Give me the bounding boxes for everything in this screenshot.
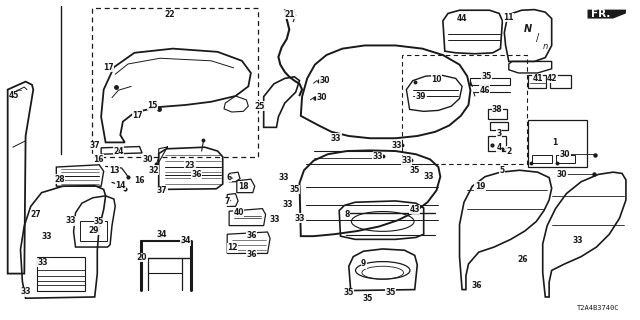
Text: 33: 33: [38, 258, 48, 267]
Bar: [470, 78, 510, 85]
Text: 35: 35: [289, 185, 300, 194]
Text: 41: 41: [532, 74, 543, 83]
Text: 25: 25: [254, 102, 264, 111]
Text: 33: 33: [294, 214, 305, 223]
Bar: [528, 75, 546, 88]
Text: 6: 6: [227, 173, 232, 182]
Text: 11: 11: [504, 13, 514, 22]
Text: 33: 33: [270, 215, 280, 224]
Text: 33: 33: [401, 156, 412, 165]
Bar: [488, 109, 507, 119]
Bar: [532, 155, 552, 163]
Text: 33: 33: [372, 152, 383, 161]
Text: FR.: FR.: [591, 9, 610, 19]
Text: 32: 32: [148, 166, 159, 175]
Text: 35: 35: [363, 294, 373, 303]
Bar: [550, 75, 571, 88]
Text: 12: 12: [227, 244, 237, 252]
Bar: [92, 8, 258, 157]
Bar: [556, 155, 575, 163]
Text: n: n: [543, 42, 548, 51]
Text: 35: 35: [94, 217, 104, 226]
Text: 36: 36: [191, 170, 202, 179]
Text: 16: 16: [93, 155, 103, 164]
Text: 37: 37: [157, 186, 167, 195]
Text: 29: 29: [89, 226, 99, 235]
Text: 30: 30: [317, 93, 327, 102]
Text: 5: 5: [500, 166, 505, 175]
Text: 30: 30: [557, 170, 567, 179]
Text: 18: 18: [238, 182, 248, 191]
Text: 44: 44: [457, 14, 467, 23]
Text: 35: 35: [481, 72, 492, 81]
Text: 33: 33: [278, 173, 289, 182]
Bar: [402, 55, 527, 164]
Text: 33: 33: [65, 216, 76, 225]
Text: 26: 26: [518, 255, 528, 264]
Text: 17: 17: [104, 63, 114, 72]
Text: 33: 33: [42, 232, 52, 241]
Text: 43: 43: [410, 205, 420, 214]
Text: 28: 28: [54, 175, 65, 184]
Text: 39: 39: [416, 92, 426, 101]
Text: 1: 1: [552, 138, 557, 147]
Bar: [490, 122, 508, 130]
Text: 16: 16: [134, 176, 145, 185]
Text: 21: 21: [285, 10, 295, 19]
Text: 38: 38: [492, 105, 502, 114]
Text: 23: 23: [185, 161, 195, 170]
Text: 46: 46: [479, 86, 490, 95]
Text: 15: 15: [147, 101, 157, 110]
Text: 34: 34: [180, 236, 191, 245]
Text: 33: 33: [283, 200, 293, 209]
Text: 33: 33: [20, 287, 31, 296]
Text: 2: 2: [506, 147, 511, 156]
Text: 30: 30: [560, 150, 570, 159]
Text: 37: 37: [90, 141, 100, 150]
Bar: [80, 221, 107, 241]
Text: 34: 34: [157, 230, 167, 239]
Text: 40: 40: [234, 208, 244, 217]
Text: 8: 8: [344, 210, 349, 219]
Bar: [488, 136, 506, 151]
Text: 30: 30: [143, 156, 153, 164]
Text: 33: 33: [424, 172, 434, 181]
Text: 20: 20: [137, 253, 147, 262]
Text: 36: 36: [246, 250, 257, 259]
Text: 30: 30: [320, 76, 330, 85]
Text: 36: 36: [472, 281, 482, 290]
Text: 13: 13: [109, 166, 119, 175]
Text: T2A4B3740C: T2A4B3740C: [577, 305, 620, 311]
Text: 42: 42: [547, 74, 557, 83]
Text: N: N: [524, 24, 532, 35]
Text: 45: 45: [9, 92, 19, 100]
Text: 33: 33: [572, 236, 582, 245]
Text: 4: 4: [497, 143, 502, 152]
Text: 9: 9: [361, 260, 366, 268]
Text: 10: 10: [431, 75, 442, 84]
Text: 36: 36: [246, 231, 257, 240]
Text: 35: 35: [344, 288, 354, 297]
Bar: [37, 257, 85, 291]
Text: 27: 27: [30, 210, 40, 219]
Text: 24: 24: [113, 147, 124, 156]
Bar: [528, 120, 587, 167]
Text: /: /: [536, 33, 540, 44]
Text: 19: 19: [475, 182, 485, 191]
Polygon shape: [588, 10, 626, 19]
Text: 22: 22: [164, 10, 175, 19]
Text: 35: 35: [410, 166, 420, 175]
Text: 14: 14: [115, 181, 125, 190]
Text: 17: 17: [132, 111, 143, 120]
Text: 3: 3: [497, 129, 502, 138]
Text: 7: 7: [225, 197, 230, 206]
Text: 35: 35: [385, 288, 396, 297]
Text: 33: 33: [331, 134, 341, 143]
Text: 33: 33: [392, 141, 402, 150]
